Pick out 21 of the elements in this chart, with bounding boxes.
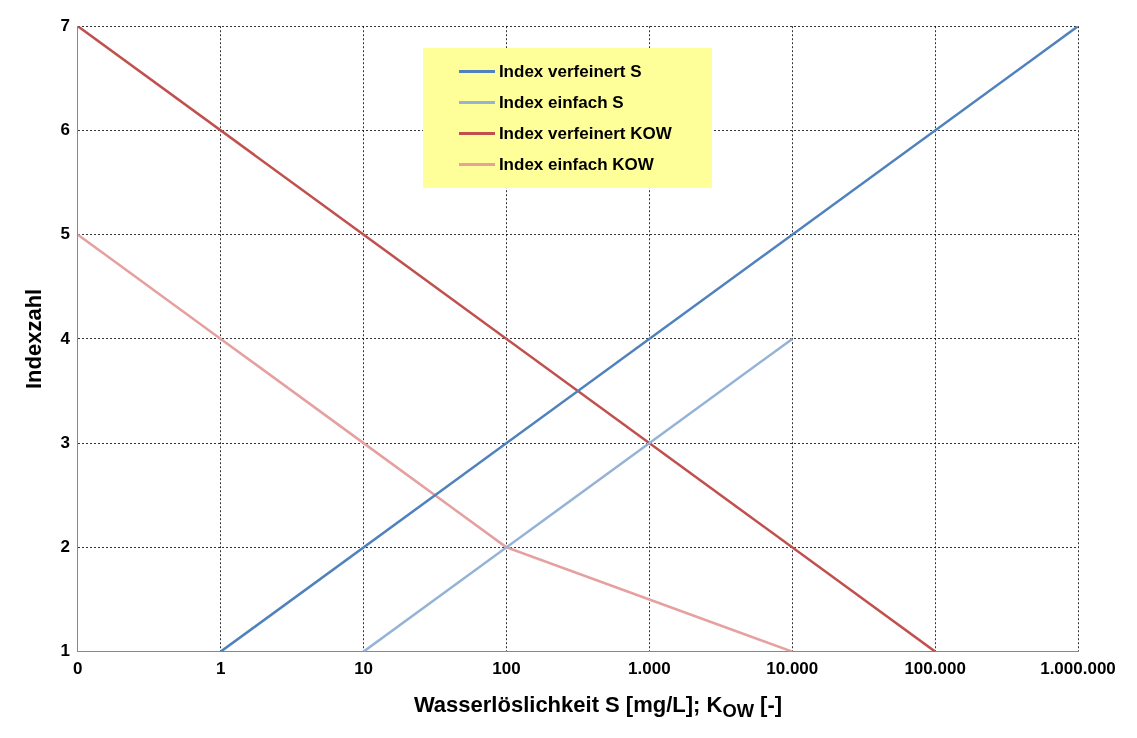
- y-tick-label: 6: [60, 120, 70, 140]
- x-tick-label: 10.000: [766, 659, 819, 679]
- x-axis-title: Wasserlöslichkeit S [mg/L]; K$_{OW}$ [-]: [412, 692, 784, 723]
- x-tick-label: 100.000: [904, 659, 966, 679]
- x-tick-label: 1.000.000: [1040, 659, 1116, 679]
- y-tick-label: 3: [60, 432, 70, 452]
- y-tick-label: 4: [60, 328, 71, 348]
- legend-label: Index einfach KOW: [498, 154, 654, 175]
- x-tick-label: 100: [492, 659, 521, 679]
- legend-label: Index einfach S: [498, 92, 624, 113]
- y-axis-title: Indexzahl: [21, 288, 47, 390]
- x-tick-label: 10: [354, 659, 374, 679]
- y-tick-label: 7: [60, 15, 70, 35]
- y-tick-label: 5: [60, 224, 70, 244]
- legend-label: Index verfeinert KOW: [498, 123, 672, 144]
- y-tick-label: 2: [60, 537, 70, 557]
- x-tick-label: 0: [73, 659, 83, 679]
- legend-label: Index verfeinert S: [498, 61, 642, 82]
- y-tick-label: 1: [60, 641, 70, 661]
- x-tick-label: 1: [216, 659, 226, 679]
- x-tick-label: 1.000: [628, 659, 671, 679]
